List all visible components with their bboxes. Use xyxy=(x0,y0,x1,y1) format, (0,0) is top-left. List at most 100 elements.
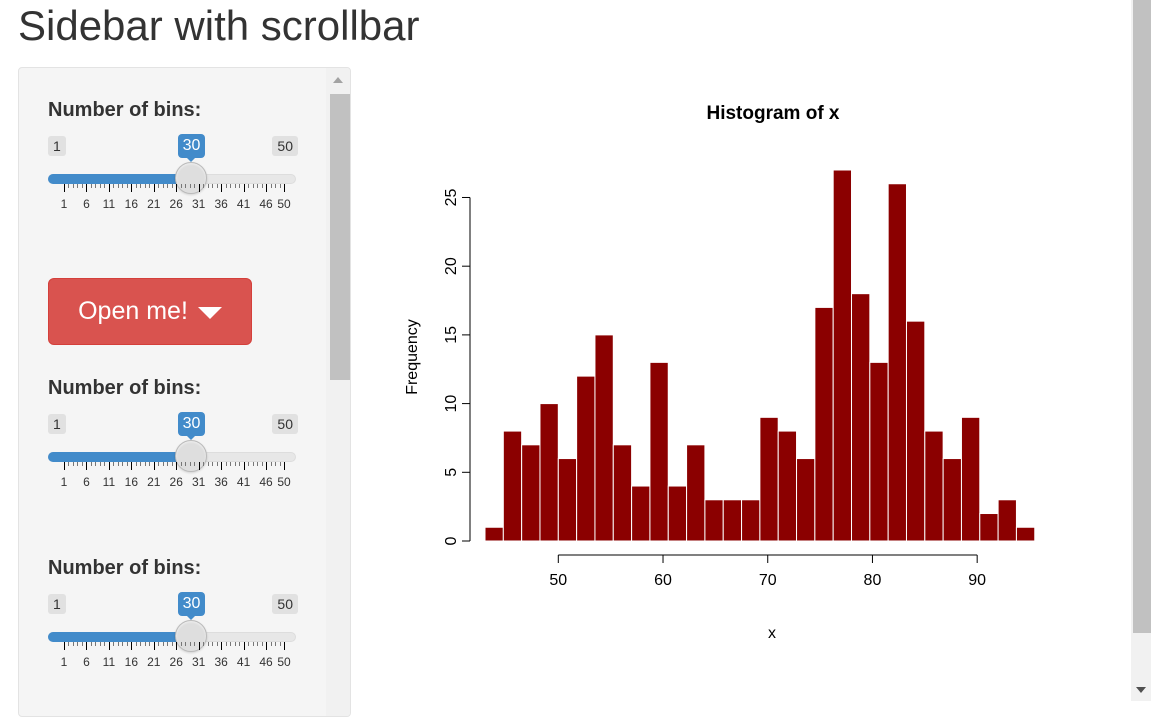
y-tick-label: 5 xyxy=(443,468,460,477)
slider-tick-label: 11 xyxy=(102,197,116,211)
histogram-bar xyxy=(796,458,816,542)
x-tick-label: 70 xyxy=(759,572,777,589)
slider-handle[interactable] xyxy=(175,620,207,652)
slider-tick-label: 46 xyxy=(259,475,273,489)
slider-tick-label: 50 xyxy=(277,475,291,489)
slider-tick xyxy=(144,462,146,466)
slider-tick-label: 16 xyxy=(124,655,139,669)
slider-tick xyxy=(230,642,232,646)
sidebar-scroll-thumb[interactable] xyxy=(330,94,350,380)
slider-tick-label: 21 xyxy=(147,655,161,669)
slider-tick xyxy=(198,184,200,192)
slider-tick xyxy=(207,184,209,188)
page-scroll-thumb[interactable] xyxy=(1133,0,1151,633)
slider-handle[interactable] xyxy=(175,440,207,472)
open-me-button[interactable]: Open me! xyxy=(48,278,252,345)
slider-tick xyxy=(126,642,128,646)
slider-tick xyxy=(144,184,146,188)
slider-tick-label: 50 xyxy=(277,197,291,211)
histogram-bar xyxy=(777,430,798,542)
slider-tick xyxy=(171,642,173,646)
scroll-up-arrow-icon[interactable] xyxy=(333,77,343,83)
slider-tick xyxy=(194,462,196,466)
slider-max-label: 50 xyxy=(272,136,298,156)
slider-tick xyxy=(122,184,124,188)
slider-tick xyxy=(266,462,268,470)
slider-tick xyxy=(126,184,128,188)
slider-tick xyxy=(171,184,173,188)
bins-slider[interactable]: 1 30 50 1 6 11 16 21 26 31 36 41 46 50 xyxy=(48,122,298,211)
slider-tick xyxy=(95,642,97,646)
slider-tick xyxy=(117,642,119,646)
slider-tick xyxy=(189,462,191,466)
slider-tick xyxy=(257,184,259,188)
slider-tick xyxy=(234,642,236,646)
slider-tick xyxy=(95,462,97,466)
slider-handle[interactable] xyxy=(175,162,207,194)
bins-label: Number of bins: xyxy=(48,377,202,399)
slider-min-label: 1 xyxy=(48,594,66,614)
histogram-bar xyxy=(576,375,596,542)
bins-slider-control-1: Number of bins: 1 30 50 1 6 11 16 21 26 31 36 41… xyxy=(48,98,298,211)
slider-tick xyxy=(225,462,227,466)
page-scrollbar[interactable] xyxy=(1131,0,1151,701)
slider-tick xyxy=(135,642,137,646)
bins-slider[interactable]: 1 30 50 1 6 11 16 21 26 31 36 41 46 50 xyxy=(48,400,298,489)
bins-slider-control-3: Number of bins: 1 30 50 1 6 11 16 21 26 31 36 41… xyxy=(48,556,298,669)
slider-tick xyxy=(279,184,281,188)
slider-tick xyxy=(158,184,160,188)
bins-slider[interactable]: 1 30 50 1 6 11 16 21 26 31 36 41 46 50 xyxy=(48,580,298,669)
slider-tick xyxy=(68,184,70,188)
slider-tick xyxy=(90,462,92,466)
histogram-bar xyxy=(979,513,999,542)
slider-tick xyxy=(86,642,88,650)
slider-tick xyxy=(162,184,164,188)
histogram-bar xyxy=(905,320,926,542)
slider-grid: 1 6 11 16 21 26 31 36 41 46 50 xyxy=(48,642,298,669)
slider-tick-label: 36 xyxy=(214,197,228,211)
slider-tick xyxy=(176,642,178,650)
histogram-bar xyxy=(612,444,633,542)
slider-tick xyxy=(257,462,259,466)
slider-tick xyxy=(68,642,70,646)
slider-tick xyxy=(239,642,241,646)
slider-tick xyxy=(90,642,92,646)
slider-tick-label: 16 xyxy=(124,475,139,489)
slider-tick xyxy=(284,184,285,192)
slider-tick xyxy=(248,462,250,466)
slider-tick xyxy=(149,184,151,188)
slider-tick xyxy=(90,184,92,188)
slider-tick xyxy=(248,642,250,646)
slider-tick xyxy=(221,184,223,192)
slider-tick xyxy=(77,642,79,646)
slider-tick xyxy=(117,184,119,188)
slider-tick xyxy=(216,184,218,188)
slider-tick-label: 6 xyxy=(83,197,90,211)
slider-fill xyxy=(48,632,192,642)
slider-tick xyxy=(234,184,236,188)
histogram-chart: Histogram of x x Frequency 50 60 70 80 90 0 5… xyxy=(404,103,1036,642)
slider-tick xyxy=(176,184,178,192)
sidebar-panel[interactable]: Number of bins: 1 30 50 1 6 11 16 21 26 31 36 41… xyxy=(18,67,351,717)
slider-tick-label: 41 xyxy=(236,655,251,669)
histogram-bar xyxy=(869,361,889,542)
slider-fill xyxy=(48,174,192,184)
slider-tick xyxy=(194,642,196,646)
slider-tick-label: 31 xyxy=(192,655,206,669)
slider-min-label: 1 xyxy=(48,414,66,434)
slider-tick xyxy=(72,184,74,188)
histogram-bar xyxy=(814,306,834,542)
slider-tick xyxy=(212,642,214,646)
slider-tick xyxy=(113,184,115,188)
slider-tick xyxy=(72,642,74,646)
slider-tick xyxy=(122,462,124,466)
slider-tick-label: 1 xyxy=(60,475,68,489)
slider-tick xyxy=(203,184,205,188)
slider-tick xyxy=(230,462,232,466)
sidebar-scrollbar[interactable] xyxy=(326,68,350,716)
slider-tick xyxy=(153,184,155,192)
slider-tick xyxy=(270,642,272,646)
slider-tick xyxy=(99,642,101,646)
bars-group xyxy=(484,169,1036,542)
scroll-down-arrow-icon[interactable] xyxy=(1136,687,1146,693)
